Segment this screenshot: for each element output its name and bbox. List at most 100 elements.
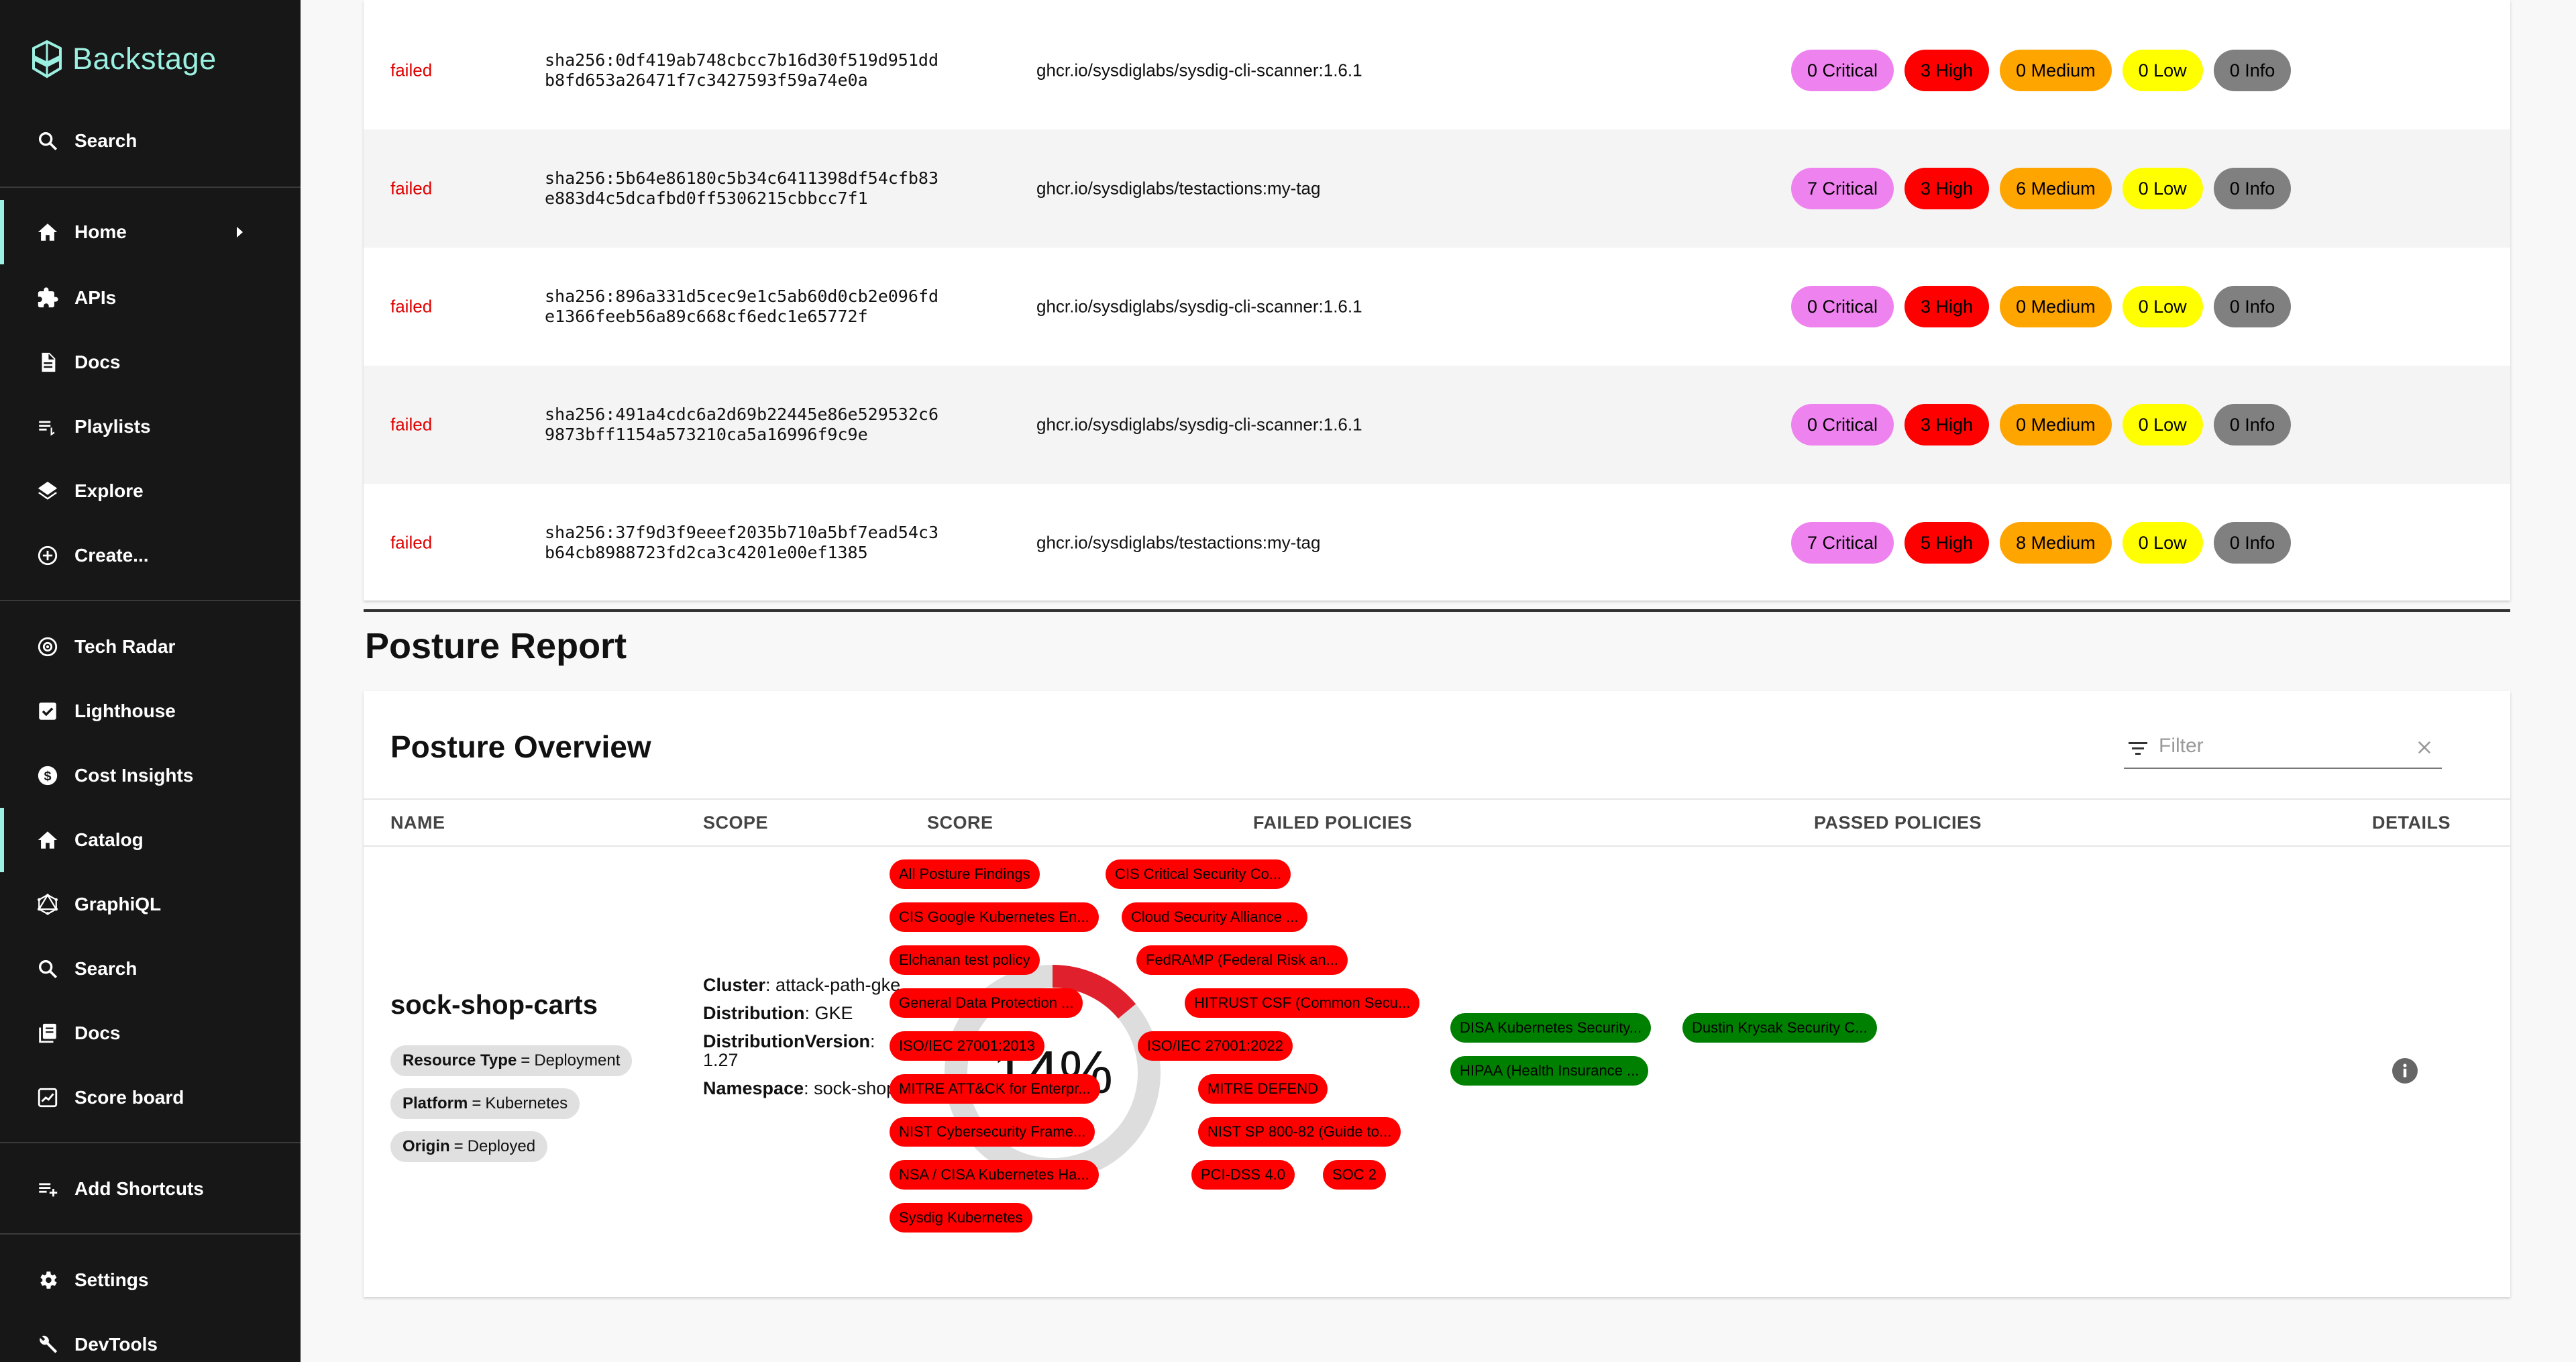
- failed-policy-chip[interactable]: SOC 2: [1323, 1160, 1387, 1190]
- sidebar-item-label: Search: [74, 130, 138, 151]
- sidebar-item-home[interactable]: Home: [0, 200, 301, 264]
- label-key: Origin: [402, 1137, 450, 1155]
- sidebar-item-tech-radar[interactable]: Tech Radar: [0, 615, 301, 679]
- playlist-add-icon: [36, 1177, 59, 1200]
- failed-policy-chip[interactable]: ISO/IEC 27001:2013: [890, 1031, 1045, 1061]
- sidebar-item-catalog[interactable]: Catalog: [0, 808, 301, 872]
- sidebar-item-graphiql[interactable]: GraphiQL: [0, 872, 301, 937]
- column-header-scope[interactable]: SCOPE: [703, 812, 769, 833]
- scope-distribution-version: DistributionVersion: 1.27: [703, 1031, 875, 1070]
- image-digest: sha256:0df419ab748cbcc7b16d30f519d951dd …: [545, 50, 1001, 91]
- failed-policy-chip[interactable]: CIS Google Kubernetes En...: [890, 902, 1099, 932]
- table-row[interactable]: failed sha256:37f9d3f9eeef2035b710a5bf7e…: [364, 484, 2510, 602]
- table-header: NAME SCOPE SCORE FAILED POLICIES PASSED …: [364, 798, 2510, 847]
- sidebar-item-lighthouse[interactable]: Lighthouse: [0, 679, 301, 743]
- sidebar-item-cost-insights[interactable]: $ Cost Insights: [0, 743, 301, 808]
- sidebar-item-explore[interactable]: Explore: [0, 459, 301, 523]
- sidebar-item-label: GraphiQL: [74, 894, 162, 914]
- table-row[interactable]: failed sha256:896a331d5cec9e1c5ab60d0cb2…: [364, 248, 2510, 366]
- gear-icon: [36, 1269, 59, 1292]
- failed-policy-chip[interactable]: Elchanan test policy: [890, 945, 1040, 975]
- passed-policy-chip[interactable]: Dustin Krysak Security C...: [1682, 1013, 1877, 1043]
- info-count-chip: 0 Info: [2213, 286, 2292, 327]
- low-count-chip: 0 Low: [2122, 404, 2203, 446]
- passed-policy-chip[interactable]: HIPAA (Health Insurance ...: [1450, 1056, 1649, 1086]
- failed-policy-chip[interactable]: FedRAMP (Federal Risk an...: [1136, 945, 1348, 975]
- failed-policy-chip[interactable]: NSA / CISA Kubernetes Ha...: [890, 1160, 1099, 1190]
- failed-policy-chip[interactable]: Sysdig Kubernetes: [890, 1203, 1032, 1233]
- column-header-details[interactable]: DETAILS: [2372, 812, 2451, 833]
- section-divider: [364, 609, 2510, 612]
- sidebar-item-label: APIs: [74, 287, 117, 308]
- digest-line: sha256:5b64e86180c5b34c6411398df54cfb83: [545, 168, 938, 188]
- severity-counts: 7 Critical 3 High 6 Medium 0 Low 0 Info: [1791, 168, 2292, 209]
- sidebar-item-devtools[interactable]: DevTools: [0, 1312, 301, 1362]
- sidebar-item-create[interactable]: Create...: [0, 523, 301, 588]
- sidebar-item-docs[interactable]: Docs: [0, 330, 301, 395]
- critical-count-chip: 0 Critical: [1791, 50, 1894, 91]
- image-digest: sha256:37f9d3f9eeef2035b710a5bf7ead54c3 …: [545, 523, 1001, 563]
- resource-name[interactable]: sock-shop-carts: [390, 990, 598, 1020]
- sidebar-item-search[interactable]: Search: [0, 109, 301, 173]
- info-icon[interactable]: [2392, 1058, 2418, 1084]
- failed-policy-chip[interactable]: Cloud Security Alliance ...: [1122, 902, 1308, 932]
- failed-policy-chip[interactable]: ISO/IEC 27001:2022: [1138, 1031, 1293, 1061]
- backstage-logo[interactable]: Backstage: [31, 39, 217, 79]
- info-count-chip: 0 Info: [2213, 522, 2292, 564]
- column-header-name[interactable]: NAME: [390, 812, 445, 833]
- failed-policy-chip[interactable]: MITRE ATT&CK for Enterpr...: [890, 1074, 1100, 1104]
- sidebar-item-add-shortcuts[interactable]: Add Shortcuts: [0, 1157, 301, 1221]
- failed-policy-chip[interactable]: PCI-DSS 4.0: [1191, 1160, 1295, 1190]
- critical-count-chip: 7 Critical: [1791, 522, 1894, 564]
- close-icon[interactable]: [2415, 738, 2434, 757]
- sidebar-item-search-2[interactable]: Search: [0, 937, 301, 1001]
- table-row[interactable]: failed sha256:0df419ab748cbcc7b16d30f519…: [364, 11, 2510, 129]
- chevron-right-icon[interactable]: [237, 227, 243, 238]
- image-digest: sha256:491a4cdc6a2d69b22445e86e529532c6 …: [545, 405, 1001, 445]
- table-row[interactable]: failed sha256:5b64e86180c5b34c6411398df5…: [364, 129, 2510, 248]
- checkbox-icon: [36, 700, 59, 723]
- home-icon: [36, 221, 59, 244]
- scan-status: failed: [390, 296, 433, 317]
- image-name: ghcr.io/sysdiglabs/testactions:my-tag: [1036, 178, 1321, 199]
- doc-icon: [36, 351, 59, 374]
- scan-status: failed: [390, 532, 433, 553]
- scope-cluster: Cluster: attack-path-gke: [703, 975, 901, 995]
- sidebar-divider: [0, 1233, 301, 1235]
- library-icon: [36, 1022, 59, 1045]
- column-header-failed-policies[interactable]: FAILED POLICIES: [1253, 812, 1413, 833]
- puzzle-icon: [36, 286, 59, 309]
- failed-policy-chip[interactable]: General Data Protection ...: [890, 988, 1083, 1018]
- card-title: Posture Overview: [390, 729, 651, 764]
- filter-input[interactable]: [2159, 733, 2414, 759]
- critical-count-chip: 7 Critical: [1791, 168, 1894, 209]
- label-key: Resource Type: [402, 1051, 517, 1069]
- sidebar-item-label: Settings: [74, 1269, 149, 1290]
- graphql-icon: [36, 893, 59, 916]
- sidebar-item-apis[interactable]: APIs: [0, 266, 301, 330]
- label-key: Platform: [402, 1094, 468, 1112]
- backstage-logo-icon: [32, 40, 62, 78]
- sidebar-item-playlists[interactable]: Playlists: [0, 395, 301, 459]
- search-icon: [36, 129, 59, 152]
- sidebar-item-docs-2[interactable]: Docs: [0, 1001, 301, 1065]
- sidebar-divider: [0, 1142, 301, 1143]
- sidebar-item-settings[interactable]: Settings: [0, 1248, 301, 1312]
- failed-policy-chip[interactable]: NIST Cybersecurity Frame...: [890, 1117, 1095, 1147]
- column-header-passed-policies[interactable]: PASSED POLICIES: [1814, 812, 1982, 833]
- severity-counts: 7 Critical 5 High 8 Medium 0 Low 0 Info: [1791, 522, 2292, 564]
- failed-policy-chip[interactable]: HITRUST CSF (Common Secu...: [1185, 988, 1420, 1018]
- column-header-score[interactable]: SCORE: [927, 812, 994, 833]
- sidebar-item-score-board[interactable]: Score board: [0, 1065, 301, 1130]
- sidebar-item-label: Lighthouse: [74, 700, 176, 721]
- table-row[interactable]: failed sha256:491a4cdc6a2d69b22445e86e52…: [364, 366, 2510, 484]
- severity-counts: 0 Critical 3 High 0 Medium 0 Low 0 Info: [1791, 404, 2292, 446]
- digest-line: sha256:896a331d5cec9e1c5ab60d0cb2e096fd: [545, 286, 938, 306]
- failed-policy-chip[interactable]: NIST SP 800-82 (Guide to...: [1198, 1117, 1401, 1147]
- filter-field[interactable]: [2124, 726, 2442, 769]
- passed-policy-chip[interactable]: DISA Kubernetes Security...: [1450, 1013, 1652, 1043]
- failed-policy-chip[interactable]: CIS Critical Security Co...: [1106, 859, 1291, 889]
- failed-policy-chip[interactable]: MITRE DEFEND: [1198, 1074, 1328, 1104]
- sidebar-item-label: Score board: [74, 1087, 184, 1108]
- failed-policy-chip[interactable]: All Posture Findings: [890, 859, 1040, 889]
